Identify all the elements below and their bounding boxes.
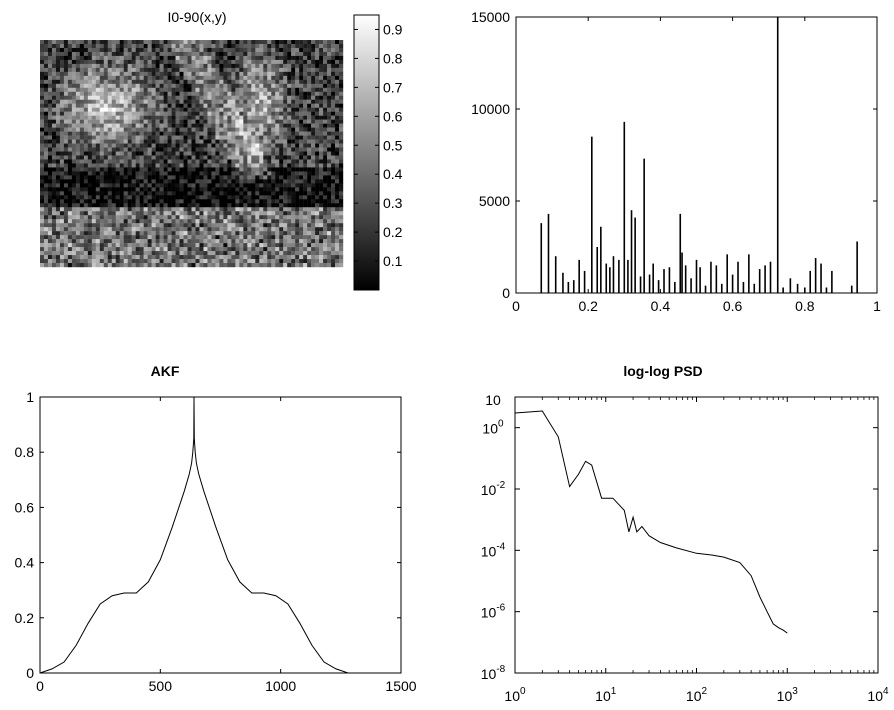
y-tick-label: 10-8	[481, 664, 506, 682]
x-tick-label: 100	[504, 686, 526, 704]
y-tick-label: 0.4	[15, 555, 35, 571]
image-panel: I0-90(x,y) 0.1 0.2 0.3 0.4 0.5 0.6 0.7 0.8 0.9	[40, 9, 403, 291]
akf-series-line	[39, 396, 349, 674]
y-tick-label: 0.8	[15, 444, 35, 460]
y-tick-label: 0.2	[15, 610, 35, 626]
y-tick-label: 10-4	[481, 541, 506, 559]
x-tick-label: 0.2	[578, 298, 598, 314]
x-tick-label: 1500	[385, 678, 416, 694]
x-tick-label: 0.6	[723, 298, 743, 314]
akf-axes-frame	[39, 396, 402, 674]
x-tick-label: 103	[777, 686, 799, 704]
y-tick-label: 10	[485, 392, 501, 408]
psd-series-line	[514, 410, 788, 634]
x-tick-label: 0	[512, 298, 520, 314]
x-tick-label: 0	[36, 678, 44, 694]
colorbar-tick-label: 0.6	[383, 108, 403, 124]
x-tick-label: 102	[686, 686, 708, 704]
histogram-panel: 0 0.2 0.4 0.6 0.8 1 0 5000 10000 15000	[471, 9, 881, 314]
psd-title: log-log PSD	[623, 363, 702, 379]
x-tick-label: 500	[149, 678, 173, 694]
y-tick-label: 0.6	[15, 499, 35, 515]
y-tick-label: 10000	[471, 101, 510, 117]
x-tick-label: 104	[867, 686, 889, 704]
x-tick-label: 1000	[265, 678, 296, 694]
colorbar-gradient	[353, 14, 380, 291]
psd-axes-frame	[514, 396, 879, 674]
x-tick-label: 0.8	[795, 298, 815, 314]
x-tick-label: 0.4	[651, 298, 671, 314]
image-title: I0-90(x,y)	[167, 9, 226, 25]
colorbar-tick-label: 0.7	[383, 79, 403, 95]
x-tick-label: 1	[873, 298, 881, 314]
image-heatmap	[40, 40, 344, 268]
colorbar: 0.1 0.2 0.3 0.4 0.5 0.6 0.7 0.8 0.9	[353, 14, 403, 291]
y-tick-label: 10-2	[481, 480, 506, 498]
colorbar-tick-label: 0.1	[383, 253, 403, 269]
colorbar-tick-label: 0.5	[383, 137, 403, 153]
colorbar-tick-label: 0.4	[383, 166, 403, 182]
y-tick-label: 0	[26, 665, 34, 681]
colorbar-tick-label: 0.8	[383, 50, 403, 66]
akf-panel: AKF 0 500 1000 1500 0 0.2 0.4 0.6 0.8 1	[15, 363, 417, 694]
y-tick-label: 100	[482, 419, 504, 437]
y-tick-label: 0	[502, 285, 510, 301]
histogram-axes-frame	[515, 16, 878, 294]
x-tick-label: 101	[595, 686, 617, 704]
akf-title: AKF	[151, 363, 180, 379]
y-tick-label: 5000	[479, 193, 510, 209]
y-tick-label: 1	[26, 389, 34, 405]
colorbar-tick-label: 0.2	[383, 224, 403, 240]
colorbar-tick-label: 0.3	[383, 195, 403, 211]
psd-panel: log-log PSD 100 101 102 103 104 10-8 10-6 10-4 1…	[481, 363, 889, 704]
y-tick-label: 10-6	[481, 603, 506, 621]
y-tick-label: 15000	[471, 9, 510, 25]
colorbar-tick-label: 0.9	[383, 21, 403, 37]
